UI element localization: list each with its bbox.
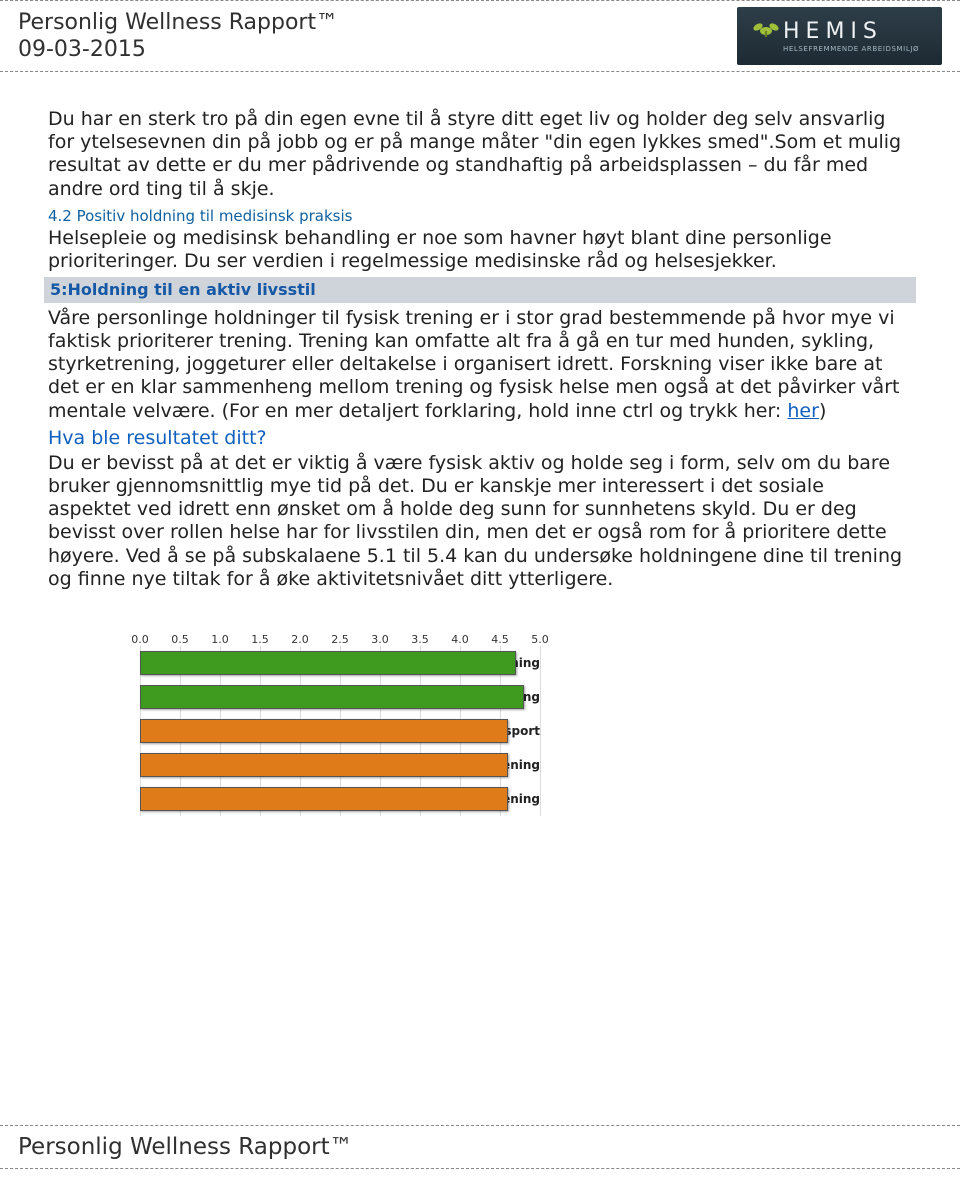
document-body: Du har en sterk tro på din egen evne til… [0, 72, 960, 816]
chart-bar-row: Sosiale delen av trening [140, 748, 540, 782]
logo-text: HEMIS [783, 19, 932, 44]
result-question: Hva ble resultatet ditt? [48, 427, 912, 450]
chart-bar-fill [140, 719, 508, 743]
footer-text: Personlig Wellness Rapport™ [18, 1134, 353, 1160]
chart-axis-tick: 3.5 [400, 633, 440, 646]
chart-axis-tick: 1.0 [200, 633, 240, 646]
header-title: Personlig Wellness Rapport™ 09-03-2015 [18, 9, 338, 64]
chart-bar-fill [140, 787, 508, 811]
chart-axis-tick: 0.0 [120, 633, 160, 646]
detail-link[interactable]: her [787, 400, 819, 422]
intro-paragraph: Du har en sterk tro på din egen evne til… [48, 108, 912, 201]
chart-axis-tick: 3.0 [360, 633, 400, 646]
result-body: Du er bevisst på at det er viktig å være… [48, 452, 912, 591]
page-footer: Personlig Wellness Rapport™ [0, 1125, 960, 1169]
chart-bar-row: Tidsrestriksjoner på trening [140, 782, 540, 816]
section-5-intro: Våre personlinge holdninger til fysisk t… [48, 307, 912, 423]
subsection-4-2-title: 4.2 Positiv holdning til medisinsk praks… [48, 207, 912, 225]
attitude-bar-chart: 0.00.51.01.52.02.53.03.54.04.55.0 Nyttev… [140, 633, 820, 816]
brand-logo: HEMIS HELSEFREMMENDE ARBEIDSMILJØ [737, 7, 942, 65]
leaf-icon [751, 13, 781, 37]
chart-bar-track [140, 753, 358, 777]
chart-axis-tick: 4.5 [480, 633, 520, 646]
chart-bar-fill [140, 753, 508, 777]
chart-bar-fill [140, 651, 516, 675]
chart-bar-row: Nytteverdien av trening [140, 646, 540, 680]
header-title-line1: Personlig Wellness Rapport™ [18, 9, 338, 37]
chart-axis-tick: 4.0 [440, 633, 480, 646]
chart-bar-track [140, 719, 326, 743]
chart-bar-row: Interesse i konkurransesport [140, 714, 540, 748]
logo-tagline: HELSEFREMMENDE ARBEIDSMILJØ [783, 45, 932, 53]
section-5-intro-tail: ) [819, 400, 826, 422]
page-header: Personlig Wellness Rapport™ 09-03-2015 H… [0, 0, 960, 72]
chart-axis-tick: 2.0 [280, 633, 320, 646]
chart-bar-track [140, 685, 341, 709]
chart-axis-tick: 0.5 [160, 633, 200, 646]
chart-bar-row: Positive følelser til trening [140, 680, 540, 714]
section-5-intro-text: Våre personlinge holdninger til fysisk t… [48, 307, 899, 422]
chart-bar-track [140, 651, 359, 675]
section-5-heading: 5:Holdning til en aktiv livsstil [44, 277, 916, 303]
chart-x-axis: 0.00.51.01.52.02.53.03.54.04.55.0 [120, 633, 560, 646]
chart-plot-area: Nytteverdien av treningPositive følelser… [140, 646, 540, 816]
subsection-4-2-body: Helsepleie og medisinsk behandling er no… [48, 227, 912, 273]
chart-bar-track [140, 787, 332, 811]
chart-axis-tick: 1.5 [240, 633, 280, 646]
chart-axis-tick: 2.5 [320, 633, 360, 646]
header-title-date: 09-03-2015 [18, 36, 338, 64]
chart-axis-tick: 5.0 [520, 633, 560, 646]
chart-bar-fill [140, 685, 524, 709]
chart-gridline [540, 646, 541, 816]
